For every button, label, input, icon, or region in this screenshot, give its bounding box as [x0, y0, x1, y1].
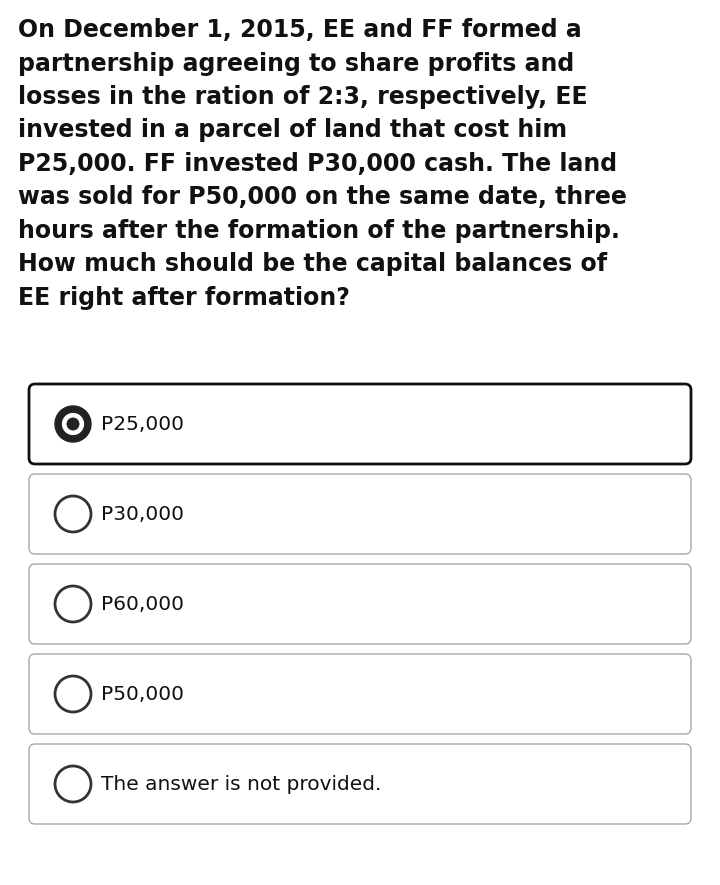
FancyBboxPatch shape [29, 654, 691, 734]
FancyBboxPatch shape [29, 474, 691, 554]
Circle shape [67, 419, 78, 430]
Text: The answer is not provided.: The answer is not provided. [101, 774, 382, 794]
Text: P60,000: P60,000 [101, 595, 184, 613]
Circle shape [63, 413, 84, 435]
Circle shape [55, 406, 91, 442]
FancyBboxPatch shape [29, 564, 691, 644]
Text: P50,000: P50,000 [101, 684, 184, 704]
FancyBboxPatch shape [29, 744, 691, 824]
Text: P25,000: P25,000 [101, 414, 184, 434]
FancyBboxPatch shape [29, 384, 691, 464]
Text: P30,000: P30,000 [101, 504, 184, 524]
Text: On December 1, 2015, EE and FF formed a
partnership agreeing to share profits an: On December 1, 2015, EE and FF formed a … [18, 18, 627, 310]
